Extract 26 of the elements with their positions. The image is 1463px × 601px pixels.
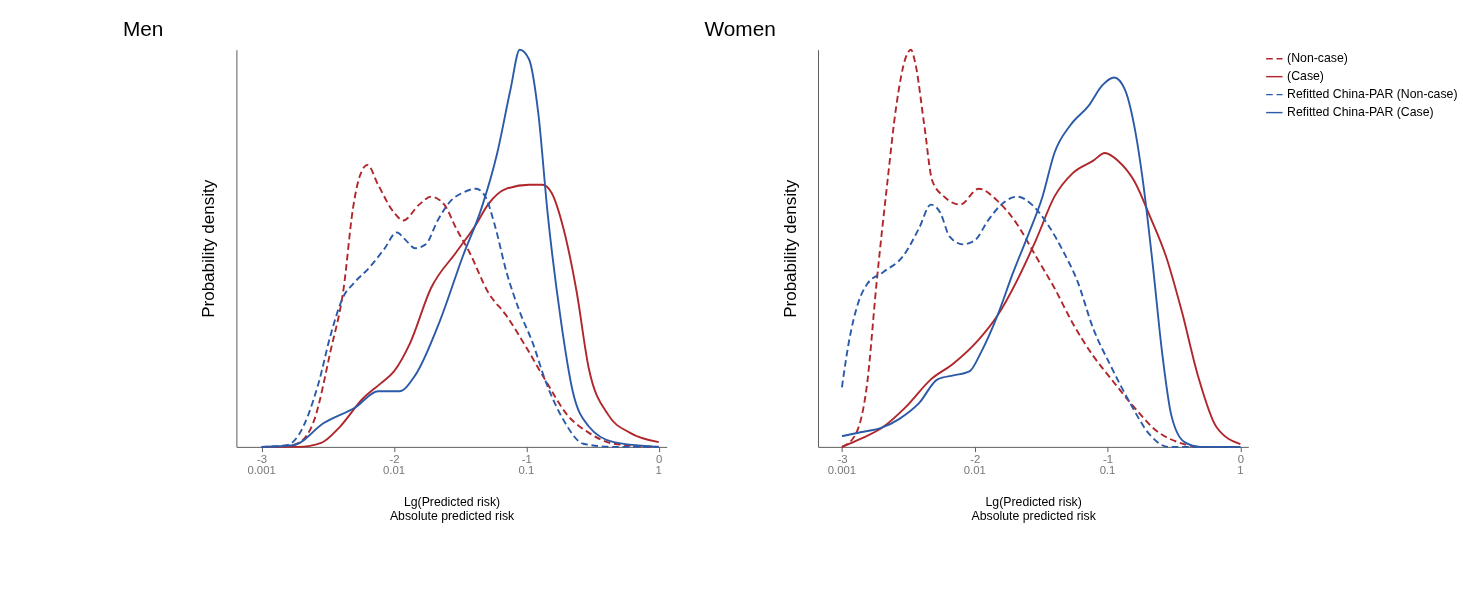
text: 0.001: [247, 464, 276, 477]
legend-label: Refitted China-PAR (Non-case): [1287, 87, 1458, 102]
text: 0.1: [518, 464, 535, 477]
x-axis-title: Lg(Predicted risk) Absolute predicted risk: [389, 495, 516, 524]
x-tick-label: -3: [257, 452, 268, 465]
chart-title: Women: [704, 17, 776, 41]
text: 1: [655, 464, 662, 477]
x-tick-label: -3: [837, 452, 848, 465]
x-tick-label: -2: [389, 452, 400, 465]
text: 1: [1237, 464, 1244, 477]
legend-label: Refitted China-PAR (Case): [1287, 105, 1434, 120]
x-tick-label: 0: [656, 452, 663, 465]
x-tick-label: -1: [1102, 452, 1114, 465]
text: 0.1: [1099, 464, 1116, 477]
x-axis-title: Lg(Predicted risk) Absolute predicted risk: [971, 495, 1097, 524]
legend-label: (Case): [1287, 69, 1324, 84]
text: 0.01: [382, 464, 406, 477]
text: 0.001: [827, 464, 857, 477]
y-axis-title: Probability density: [199, 179, 219, 318]
chart-title: Men: [122, 17, 164, 41]
x-tick-label: -2: [970, 452, 981, 465]
x-tick-label: -1: [521, 452, 532, 465]
y-axis-title: Probability density: [780, 179, 800, 318]
legend-label: (Non-case): [1287, 51, 1348, 66]
x-tick-label: 0: [1237, 452, 1244, 465]
text: 0.01: [963, 464, 986, 477]
